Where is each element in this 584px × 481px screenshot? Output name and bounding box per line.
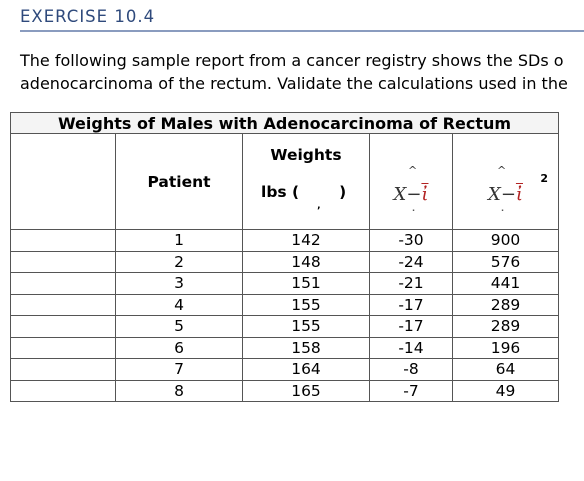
- squared-cell: 441: [451, 272, 560, 295]
- row-blank-cell: [10, 250, 116, 273]
- weight-cell: 155: [242, 293, 370, 316]
- intro-line-1: The following sample report from a cance…: [20, 51, 564, 70]
- header-lbs-close: ): [339, 183, 347, 201]
- row-blank-cell: [10, 272, 116, 295]
- table-header-row: Patient Weights lbs (,) ^ X−ἰ ·: [10, 133, 560, 230]
- deviation-cell: -24: [369, 250, 453, 273]
- header-patient-label: Patient: [147, 172, 211, 191]
- row-blank-cell: [10, 358, 116, 381]
- header-deviation: ^ X−ἰ ·: [369, 133, 453, 230]
- table-row: 1 142 -30 900: [10, 229, 560, 252]
- deviation-cell: -21: [369, 272, 453, 295]
- deviation-cell: -14: [369, 336, 453, 359]
- squared-cell: 64: [451, 358, 560, 381]
- deviation-dot: ·: [412, 206, 416, 215]
- header-blank: [10, 133, 116, 230]
- patient-cell: 2: [115, 250, 243, 273]
- deviation-cell: -17: [369, 315, 453, 338]
- patient-cell: 5: [115, 315, 243, 338]
- table-body: 1 142 -30 900 2 148 -24 576 3 151 -21 441 4 155 -17 289…: [10, 229, 560, 402]
- weight-cell: 151: [242, 272, 370, 295]
- exercise-title: EXERCISE 10.4: [20, 7, 156, 26]
- deviation-cell: -30: [369, 229, 453, 252]
- header-patient: Patient: [115, 133, 243, 230]
- row-blank-cell: [10, 379, 116, 402]
- patient-cell: 6: [115, 336, 243, 359]
- header-lbs-open: lbs (: [261, 183, 300, 201]
- intro-line-2: adenocarcinoma of the rectum. Validate t…: [20, 74, 568, 93]
- squared-cell: 900: [451, 229, 560, 252]
- deviation-cell: -8: [369, 358, 453, 381]
- weight-cell: 142: [242, 229, 370, 252]
- row-blank-cell: [10, 229, 116, 252]
- squared-cell: 289: [451, 293, 560, 316]
- table-row: 7 164 -8 64: [10, 358, 560, 381]
- row-blank-cell: [10, 293, 116, 316]
- weight-cell: 158: [242, 336, 370, 359]
- table-row: 2 148 -24 576: [10, 250, 560, 273]
- weight-cell: 164: [242, 358, 370, 381]
- squared-x: X−: [488, 184, 516, 205]
- table-row: 6 158 -14 196: [10, 336, 560, 359]
- table-caption: Weights of Males with Adenocarcinoma of …: [9, 112, 560, 134]
- squared-mean-symbol: ἰ: [515, 184, 523, 205]
- deviation-hat: ^: [408, 164, 418, 177]
- header-weights: Weights lbs (,): [242, 133, 370, 230]
- table-row: 5 155 -17 289: [10, 315, 560, 338]
- deviation-formula: X−ἰ: [370, 184, 452, 205]
- header-weights-label: Weights: [270, 146, 342, 164]
- patient-cell: 1: [115, 229, 243, 252]
- weight-cell: 155: [242, 315, 370, 338]
- table-row: 4 155 -17 289: [10, 293, 560, 316]
- squared-hat: ^: [497, 164, 507, 177]
- patient-cell: 3: [115, 272, 243, 295]
- patient-cell: 8: [115, 379, 243, 402]
- row-blank-cell: [10, 336, 116, 359]
- squared-dot: ·: [501, 206, 505, 215]
- row-blank-cell: [10, 315, 116, 338]
- title-divider: [20, 30, 584, 32]
- deviation-x: X−: [393, 184, 422, 205]
- squared-cell: 289: [451, 315, 560, 338]
- table-row: 3 151 -21 441: [10, 272, 560, 295]
- weight-cell: 148: [242, 250, 370, 273]
- deviation-cell: -17: [369, 293, 453, 316]
- squared-formula: X−ἰ: [453, 184, 558, 205]
- squared-exponent: 2: [540, 172, 549, 185]
- intro-paragraph: The following sample report from a cance…: [20, 49, 584, 95]
- deviation-cell: -7: [369, 379, 453, 402]
- squared-cell: 49: [451, 379, 560, 402]
- table-row: 8 165 -7 49: [10, 379, 560, 402]
- deviation-mean-symbol: ἰ: [421, 184, 429, 205]
- squared-cell: 196: [451, 336, 560, 359]
- patient-cell: 4: [115, 293, 243, 316]
- header-squared-deviation: ^ X−ἰ 2 ·: [451, 133, 560, 230]
- squared-cell: 576: [451, 250, 560, 273]
- patient-cell: 7: [115, 358, 243, 381]
- weight-cell: 165: [242, 379, 370, 402]
- weights-table: Weights of Males with Adenocarcinoma of …: [9, 112, 560, 402]
- header-lbs-mid: ,: [317, 201, 321, 211]
- header-lbs-label: lbs (,): [261, 183, 347, 211]
